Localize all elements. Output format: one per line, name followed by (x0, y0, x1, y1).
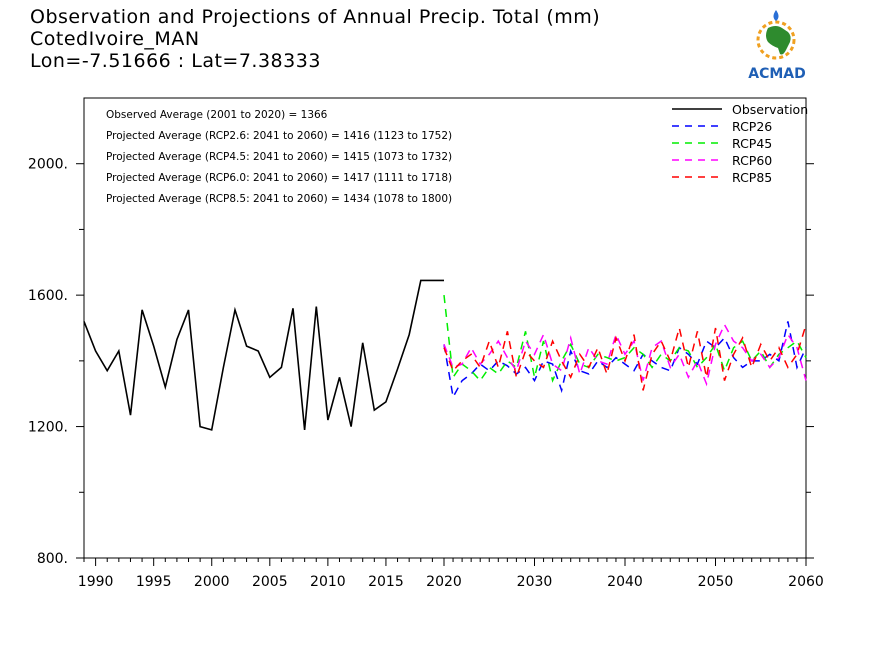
series-rcp26 (443, 321, 807, 400)
legend-label: RCP45 (732, 136, 772, 151)
y-tick-label: 2000. (28, 157, 68, 173)
series-rcp60 (443, 323, 807, 387)
x-tick-label: 2030 (517, 574, 553, 590)
x-tick-label: 2050 (698, 574, 734, 590)
coordinates: Lon=-7.51666 : Lat=7.38333 (30, 50, 321, 72)
stats-line: Observed Average (2001 to 2020) = 1366 (106, 109, 328, 121)
legend-label: Observation (732, 102, 808, 117)
stats-text: Observed Average (2001 to 2020) = 1366 Pr… (106, 109, 452, 205)
x-tick-label: 2015 (368, 574, 404, 590)
legend-label: RCP85 (732, 170, 772, 185)
series-observation (83, 279, 444, 431)
chart-title: Observation and Projections of Annual Pr… (30, 6, 601, 28)
station-name: CotedIvoire_MAN (30, 28, 200, 50)
x-tick-label: 2020 (426, 574, 462, 590)
africa-icon (766, 26, 791, 55)
title-block: Observation and Projections of Annual Pr… (30, 6, 600, 72)
legend: Observation RCP26 RCP45 RCP60 RCP85 (672, 102, 808, 185)
plot-frame (83, 97, 807, 559)
series-lines (83, 279, 807, 431)
acmad-logo: ACMAD (748, 10, 806, 82)
y-tick-label: 1600. (28, 288, 68, 304)
plot-border (83, 97, 807, 559)
x-tick-label: 2010 (310, 574, 346, 590)
legend-label: RCP26 (732, 119, 772, 134)
legend-label: RCP60 (732, 153, 772, 168)
y-tick-label: 1200. (28, 420, 68, 436)
x-tick-label: 2060 (788, 574, 824, 590)
series-rcp45 (443, 295, 807, 383)
y-tick-label: 800. (37, 551, 68, 567)
x-tick-label: 1990 (78, 574, 114, 590)
stats-line: Projected Average (RCP4.5: 2041 to 2060)… (106, 151, 452, 163)
series-rcp85 (443, 324, 807, 391)
stats-line: Projected Average (RCP2.6: 2041 to 2060)… (106, 130, 452, 142)
x-tick-label: 2040 (607, 574, 643, 590)
x-tick-label: 2005 (252, 574, 288, 590)
logo-sun-icon (756, 20, 796, 60)
water-drop-icon (773, 10, 779, 21)
axis-ticks: 800. 1200. 1600. 2000. 1990 1995 2000 2005 2010 2… (28, 157, 824, 590)
stats-line: Projected Average (RCP8.5: 2041 to 2060)… (106, 193, 452, 205)
stats-line: Projected Average (RCP6.0: 2041 to 2060)… (106, 172, 452, 184)
x-tick-label: 1995 (136, 574, 172, 590)
logo-text: ACMAD (748, 66, 806, 82)
x-tick-label: 2000 (194, 574, 230, 590)
